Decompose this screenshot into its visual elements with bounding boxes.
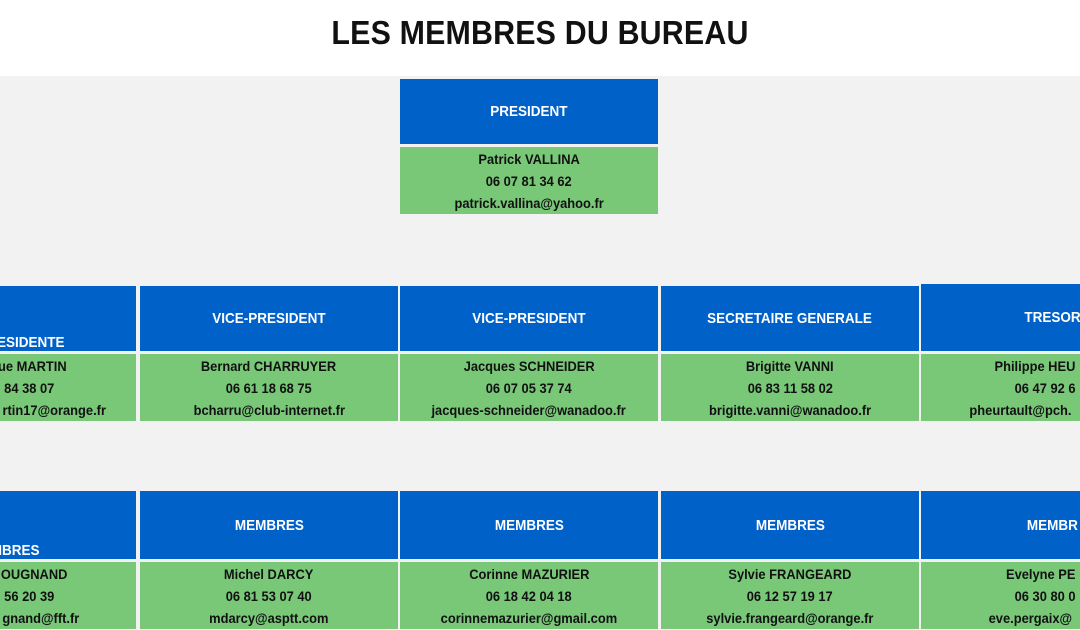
role-header: VICE-PRESIDENT xyxy=(140,286,398,351)
role-label: MEMBRES xyxy=(234,516,304,534)
role-label: VICE-PRESIDENT xyxy=(212,310,326,327)
contact-info: Michel DARCY 06 81 53 07 40 mdarcy@asptt… xyxy=(140,562,398,629)
role-label: MEMBR xyxy=(1026,516,1078,534)
role-label: VICE-PRESIDENT xyxy=(472,310,586,327)
role-label: PRESIDENT xyxy=(490,103,568,120)
member-phone: 06 07 81 34 62 xyxy=(486,172,572,189)
member-name: Patrick VALLINA xyxy=(478,150,580,167)
contact-info: Bernard CHARRUYER 06 61 18 68 75 bcharru… xyxy=(140,354,398,421)
page-title: LES MEMBRES DU BUREAU xyxy=(331,14,749,51)
member-phone: 84 38 07 xyxy=(3,379,54,396)
member-phone: 56 20 39 xyxy=(3,587,54,604)
role-header: MEMBRES xyxy=(140,491,398,559)
contact-info: OUGNAND 56 20 39 gnand@fft.fr xyxy=(0,562,136,629)
contact-info: Sylvie FRANGEARD 06 12 57 19 17 sylvie.f… xyxy=(661,562,919,629)
role-header: PRESIDENT xyxy=(400,79,658,144)
member-phone: 06 47 92 6 xyxy=(1014,379,1076,396)
card-membre-5: MEMBR Evelyne PE 06 30 80 0 eve.pergaix@ xyxy=(921,491,1080,629)
member-email: corinnemazurier@gmail.com xyxy=(440,609,618,626)
role-label: RESIDENTE xyxy=(0,334,65,351)
member-name: Sylvie FRANGEARD xyxy=(728,565,852,582)
member-name: Corinne MAZURIER xyxy=(468,565,590,582)
member-name: Michel DARCY xyxy=(224,565,314,582)
member-email: gnand@fft.fr xyxy=(2,609,80,626)
member-name: Brigitte VANNI xyxy=(746,357,834,374)
contact-info: Philippe HEU 06 47 92 6 pheurtault@pch. xyxy=(921,354,1080,421)
title-bar xyxy=(0,0,1080,76)
member-name: Evelyne PE xyxy=(1006,565,1076,582)
member-email: brigitte.vanni@wanadoo.fr xyxy=(708,401,872,418)
card-tresorier: TRESORI Philippe HEU 06 47 92 6 pheurtau… xyxy=(921,284,1080,421)
card-membre-3: MEMBRES Corinne MAZURIER 06 18 42 04 18 … xyxy=(400,491,658,629)
contact-info: ue MARTIN 84 38 07 rtin17@orange.fr xyxy=(0,354,136,421)
card-vice-president-1: VICE-PRESIDENT Bernard CHARRUYER 06 61 1… xyxy=(140,286,398,421)
member-phone: 06 81 53 07 40 xyxy=(226,587,312,604)
role-label: MEMBRES xyxy=(494,516,564,534)
role-header: SECRETAIRE GENERALE xyxy=(661,286,919,351)
card-president: PRESIDENT Patrick VALLINA 06 07 81 34 62… xyxy=(400,79,658,214)
member-email: mdarcy@asptt.com xyxy=(209,609,329,626)
contact-info: Evelyne PE 06 30 80 0 eve.pergaix@ xyxy=(921,562,1080,629)
member-name: Jacques SCHNEIDER xyxy=(463,357,595,374)
contact-info: Corinne MAZURIER 06 18 42 04 18 corinnem… xyxy=(400,562,658,629)
role-header: MEMBRES xyxy=(400,491,658,559)
contact-info: Jacques SCHNEIDER 06 07 05 37 74 jacques… xyxy=(400,354,658,421)
role-header: MBRES xyxy=(0,491,136,559)
card-membre-1: MBRES OUGNAND 56 20 39 gnand@fft.fr xyxy=(0,491,136,629)
card-vice-president-2: VICE-PRESIDENT Jacques SCHNEIDER 06 07 0… xyxy=(400,286,658,421)
member-phone: 06 18 42 04 18 xyxy=(486,587,572,604)
member-phone: 06 12 57 19 17 xyxy=(747,587,833,604)
role-label: MEMBRES xyxy=(755,516,825,534)
member-phone: 06 83 11 58 02 xyxy=(747,379,833,396)
member-email: jacques-schneider@wanadoo.fr xyxy=(431,401,627,418)
member-name: Philippe HEU xyxy=(994,357,1076,374)
role-header: RESIDENTE xyxy=(0,286,136,351)
member-email: rtin17@orange.fr xyxy=(2,401,106,418)
card-secretaire: SECRETAIRE GENERALE Brigitte VANNI 06 83… xyxy=(661,286,919,421)
role-label: MBRES xyxy=(0,542,40,559)
role-header: MEMBR xyxy=(921,491,1080,559)
member-email: bcharru@club-internet.fr xyxy=(193,401,345,418)
member-email: patrick.vallina@yahoo.fr xyxy=(454,194,604,211)
contact-info: Patrick VALLINA 06 07 81 34 62 patrick.v… xyxy=(400,147,658,214)
member-phone: 06 07 05 37 74 xyxy=(486,379,572,396)
member-name: ue MARTIN xyxy=(0,357,68,374)
member-email: pheurtault@pch. xyxy=(969,401,1072,418)
role-header: VICE-PRESIDENT xyxy=(400,286,658,351)
member-phone: 06 61 18 68 75 xyxy=(226,379,312,396)
role-header: TRESORI xyxy=(921,284,1080,351)
member-name: Bernard CHARRUYER xyxy=(201,357,337,374)
card-membre-4: MEMBRES Sylvie FRANGEARD 06 12 57 19 17 … xyxy=(661,491,919,629)
member-email: sylvie.frangeard@orange.fr xyxy=(706,609,874,626)
role-label: TRESORI xyxy=(1024,309,1080,326)
role-label: SECRETAIRE GENERALE xyxy=(707,310,873,327)
card-vice-presidente: RESIDENTE ue MARTIN 84 38 07 rtin17@oran… xyxy=(0,286,136,421)
member-name: OUGNAND xyxy=(0,565,68,582)
role-header: MEMBRES xyxy=(661,491,919,559)
card-membre-2: MEMBRES Michel DARCY 06 81 53 07 40 mdar… xyxy=(140,491,398,629)
member-email: eve.pergaix@ xyxy=(988,609,1073,626)
contact-info: Brigitte VANNI 06 83 11 58 02 brigitte.v… xyxy=(661,354,919,421)
member-phone: 06 30 80 0 xyxy=(1014,587,1076,604)
